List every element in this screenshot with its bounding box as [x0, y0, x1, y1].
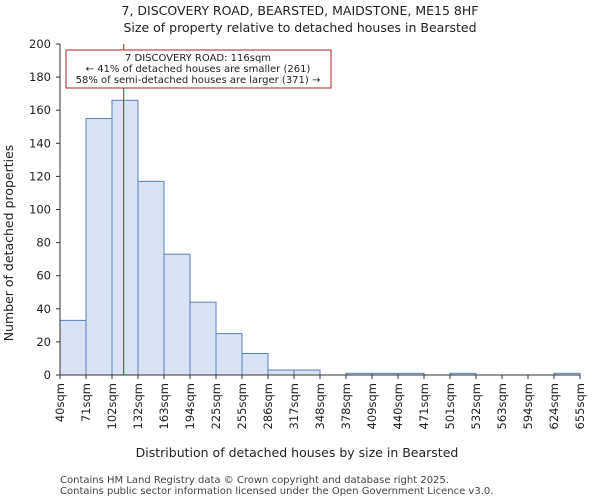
- x-tick-label: 563sqm: [495, 383, 509, 429]
- y-axis-title: Number of detached properties: [1, 145, 16, 342]
- x-tick-label: 40sqm: [53, 383, 67, 422]
- x-tick-label: 163sqm: [157, 383, 171, 429]
- bar-163sqm: [163, 253, 191, 376]
- x-tick-label: 532sqm: [469, 383, 483, 429]
- x-tick-label: 102sqm: [105, 383, 119, 429]
- x-tick-label: 255sqm: [235, 383, 249, 429]
- x-tick-label: 594sqm: [521, 383, 535, 429]
- bar-317sqm: [293, 369, 321, 376]
- x-axis-title: Distribution of detached houses by size …: [136, 445, 459, 460]
- annotation-frame: [65, 49, 332, 89]
- x-tick-label: 624sqm: [547, 383, 561, 429]
- bar-71sqm: [85, 117, 113, 376]
- bar-286sqm: [267, 369, 295, 376]
- y-tick-label: 180: [29, 70, 51, 84]
- x-tick-label: 409sqm: [365, 383, 379, 429]
- y-tick-label: 200: [29, 37, 51, 51]
- x-tick-label: 71sqm: [79, 383, 93, 422]
- footer-line-2: Contains public sector information licen…: [60, 486, 493, 497]
- x-tick-label: 225sqm: [209, 383, 223, 429]
- bar-102sqm: [111, 99, 139, 376]
- y-tick-label: 40: [36, 302, 51, 316]
- chart-title: 7, DISCOVERY ROAD, BEARSTED, MAIDSTONE, …: [122, 3, 479, 18]
- bar-225sqm: [215, 333, 243, 376]
- annotation-line-3: 58% of semi-detached houses are larger (…: [76, 75, 321, 86]
- x-tick-label: 471sqm: [417, 383, 431, 429]
- x-tick-label: 440sqm: [391, 383, 405, 429]
- annotation-box: 7 DISCOVERY ROAD: 116sqm ← 41% of detach…: [65, 49, 332, 89]
- y-tick-label: 140: [29, 136, 51, 150]
- annotation-line-1: 7 DISCOVERY ROAD: 116sqm: [125, 53, 271, 64]
- x-ticks-group: 40sqm 71sqm 102sqm 132sqm 163sqm 194sqm 225sqm…: [53, 375, 587, 429]
- y-tick-label: 100: [29, 203, 51, 217]
- x-tick-label: 501sqm: [443, 383, 457, 429]
- y-tick-label: 80: [36, 236, 51, 250]
- x-tick-label: 348sqm: [313, 383, 327, 429]
- chart-subtitle: Size of property relative to detached ho…: [123, 20, 476, 35]
- bars-group: [59, 99, 581, 376]
- y-tick-label: 20: [36, 335, 51, 349]
- bar-40sqm: [59, 319, 87, 376]
- y-tick-label: 0: [44, 368, 51, 382]
- x-tick-label: 655sqm: [573, 383, 587, 429]
- x-tick-label: 286sqm: [261, 383, 275, 429]
- y-ticks-group: 0 20 40 60 80 100 120 140 160 180 200: [29, 37, 60, 382]
- bar-255sqm: [241, 352, 269, 376]
- x-tick-label: 194sqm: [183, 383, 197, 429]
- bar-194sqm: [189, 301, 217, 376]
- annotation-line-2: ← 41% of detached houses are smaller (26…: [86, 64, 311, 75]
- y-tick-label: 160: [29, 103, 51, 117]
- footer-line-1: Contains HM Land Registry data © Crown c…: [60, 475, 449, 486]
- x-tick-label: 378sqm: [339, 383, 353, 429]
- bar-132sqm: [137, 180, 165, 376]
- x-tick-label: 317sqm: [287, 383, 301, 429]
- y-tick-label: 120: [29, 169, 51, 183]
- x-tick-label: 132sqm: [131, 383, 145, 429]
- y-tick-label: 60: [36, 269, 51, 283]
